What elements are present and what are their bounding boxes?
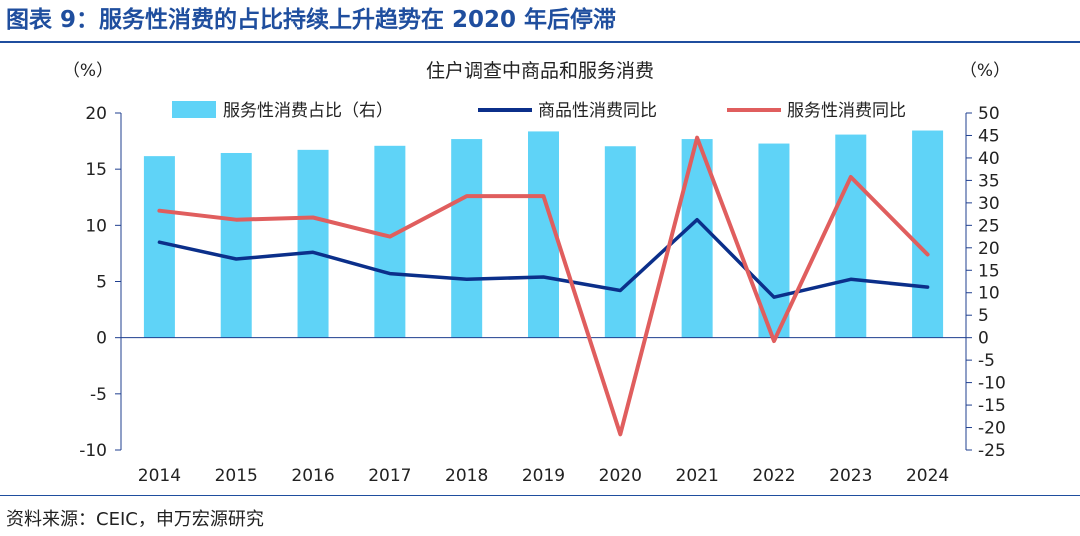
x-tick-label: 2023: [829, 466, 872, 486]
right-tick-label: 35: [978, 171, 1000, 191]
right-tick-label: 10: [978, 284, 1000, 304]
bar-2017: [374, 145, 406, 338]
right-tick-label: -20: [978, 419, 1006, 439]
left-axis-unit: （%）: [63, 61, 113, 81]
x-tick-label: 2019: [522, 466, 565, 486]
axes-group: 20151050-5-1050454035302520151050-5-10-1…: [79, 104, 1006, 486]
left-tick-label: 0: [96, 329, 107, 349]
bar-2015: [220, 152, 252, 338]
right-tick-label: 45: [978, 126, 1000, 146]
left-tick-label: 10: [85, 216, 107, 236]
right-tick-label: -25: [978, 441, 1006, 461]
right-tick-label: 30: [978, 194, 1000, 214]
left-tick-label: -5: [90, 385, 107, 405]
right-axis-unit: （%）: [960, 61, 1010, 81]
right-tick-label: 0: [978, 329, 989, 349]
x-tick-label: 2014: [138, 466, 181, 486]
line-series-2: [157, 135, 930, 437]
bar-2023: [835, 134, 867, 338]
x-tick-label: 2017: [368, 466, 411, 486]
left-tick-label: 15: [85, 160, 107, 180]
legend: 服务性消费占比（右） 商品性消费同比 服务性消费同比: [172, 101, 906, 121]
lines-group: [157, 135, 930, 437]
left-tick-label: -10: [79, 441, 107, 461]
chart-title: 住户调查中商品和服务消费: [426, 60, 654, 82]
source-note: 资料来源：CEIC，申万宏源研究: [6, 509, 264, 530]
right-tick-label: 25: [978, 216, 1000, 236]
figure-title: 图表 9：服务性消费的占比持续上升趋势在 2020 年后停滞: [6, 7, 617, 33]
right-tick-label: 20: [978, 239, 1000, 259]
x-tick-label: 2024: [906, 466, 949, 486]
bar-2016: [297, 149, 329, 338]
x-tick-label: 2021: [676, 466, 719, 486]
x-tick-label: 2018: [445, 466, 488, 486]
right-tick-label: -5: [978, 351, 995, 371]
bar-2022: [758, 143, 790, 338]
bar-2020: [604, 146, 636, 338]
right-tick-label: 15: [978, 261, 1000, 281]
legend-label-0: 服务性消费占比（右）: [223, 101, 393, 121]
source-divider: [0, 495, 1080, 496]
right-tick-label: 50: [978, 104, 1000, 124]
title-divider: [0, 41, 1080, 43]
x-tick-label: 2022: [752, 466, 795, 486]
bar-2018: [451, 139, 483, 338]
right-tick-label: -10: [978, 374, 1006, 394]
x-tick-label: 2015: [215, 466, 258, 486]
legend-label-1: 商品性消费同比: [538, 101, 657, 121]
bar-2024: [912, 130, 944, 338]
left-tick-label: 5: [96, 273, 107, 293]
bar-2014: [143, 156, 175, 338]
right-tick-label: 40: [978, 149, 1000, 169]
legend-swatch-bar: [172, 101, 216, 118]
right-tick-label: 5: [978, 306, 989, 326]
legend-label-2: 服务性消费同比: [787, 101, 906, 121]
consumption-chart: 住户调查中商品和服务消费 （%） （%） 20151050-5-10504540…: [63, 60, 1010, 486]
x-tick-label: 2016: [291, 466, 334, 486]
right-tick-label: -15: [978, 396, 1006, 416]
x-tick-label: 2020: [599, 466, 642, 486]
left-tick-label: 20: [85, 104, 107, 124]
